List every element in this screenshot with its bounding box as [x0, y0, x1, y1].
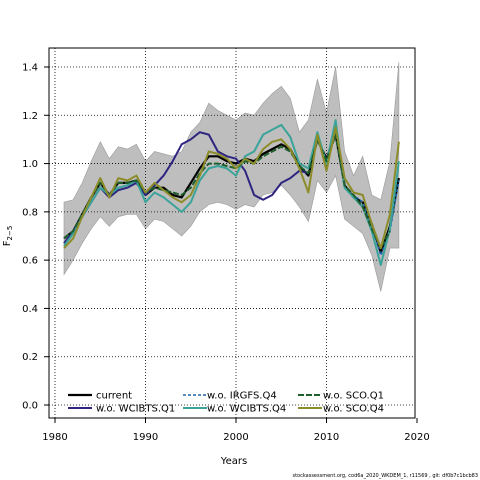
- plot-frame: [48, 47, 416, 419]
- legend-label-w-o-sco-q4: w.o. SCO.Q4: [323, 404, 384, 415]
- x-tick-label-2020: 2020: [404, 432, 429, 443]
- y-tick-label-0.6: 0.6: [22, 256, 38, 267]
- y-tick-label-0.8: 0.8: [22, 207, 38, 218]
- y-axis-title-main: F: [2, 240, 13, 246]
- y-tick-label-0.0: 0.0: [22, 401, 38, 412]
- legend-label-w-o-sco-q1: w.o. SCO.Q1: [323, 391, 384, 402]
- x-tick-label-1980: 1980: [42, 432, 67, 443]
- svg-text:F2−5: F2−5: [2, 226, 14, 247]
- legend-label-w-o-wcibts-q4: w.o. WCIBTS.Q4: [207, 404, 286, 415]
- confidence-band-layer: [63, 62, 400, 292]
- y-axis-title: F2−5: [2, 226, 14, 247]
- y-axis-title-sub: 2−5: [6, 226, 14, 241]
- legend-label-w-o-wcibts-q1: w.o. WCIBTS.Q1: [96, 404, 175, 415]
- y-tick-label-1.0: 1.0: [22, 159, 38, 170]
- y-axis: 0.0 0.2 0.4 0.6 0.8 1.0 1.2 1.4: [22, 63, 49, 412]
- series-layer: [63, 119, 400, 266]
- legend-label-w-o-irgfs-q4: w.o. IRGFS.Q4: [207, 391, 277, 402]
- x-axis-title: Years: [220, 456, 247, 467]
- legend: current w.o. WCIBTS.Q1 w.o. IRGFS.Q4 w.o. W…: [68, 391, 384, 415]
- x-tick-label-2000: 2000: [223, 432, 248, 443]
- x-tick-label-2010: 2010: [314, 432, 339, 443]
- legend-label-current: current: [96, 391, 132, 402]
- y-tick-label-0.2: 0.2: [22, 352, 38, 363]
- y-tick-label-1.2: 1.2: [22, 111, 38, 122]
- y-tick-label-1.4: 1.4: [22, 63, 38, 74]
- confidence-band: [63, 62, 400, 292]
- x-tick-label-1990: 1990: [133, 432, 158, 443]
- x-axis: 1980 1990 2000 2010 2020: [42, 418, 430, 443]
- y-tick-label-0.4: 0.4: [22, 304, 38, 315]
- series-line-w-o-sco-q1: [63, 133, 391, 250]
- series-line-w-o-sco-q4: [63, 126, 400, 250]
- footer-note: stockassessment.org, cod6a_2020_WKDEM_1,…: [292, 473, 478, 479]
